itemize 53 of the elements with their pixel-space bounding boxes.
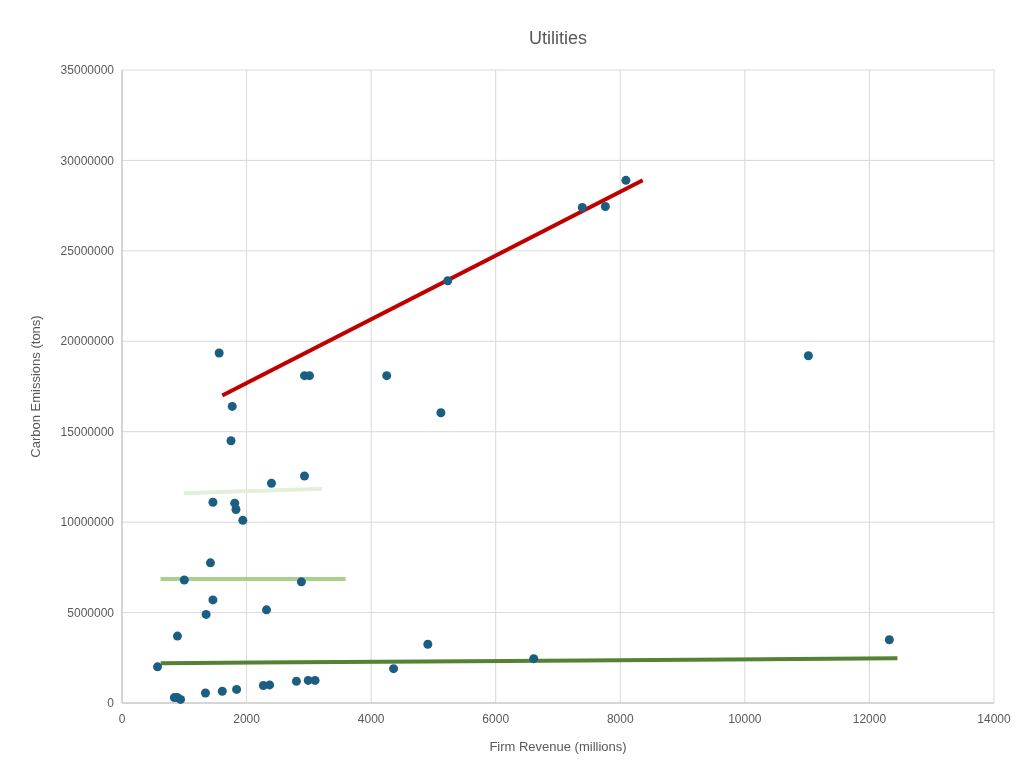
point bbox=[300, 471, 309, 481]
y-tick-label: 15000000 bbox=[60, 424, 115, 439]
point bbox=[621, 175, 631, 185]
x-tick-label: 10000 bbox=[728, 712, 762, 726]
point bbox=[176, 694, 186, 704]
y-tick-label: 30000000 bbox=[60, 153, 115, 168]
x-axis-title: Firm Revenue (millions) bbox=[489, 739, 627, 754]
point bbox=[205, 558, 215, 568]
point bbox=[443, 276, 453, 286]
point bbox=[227, 401, 237, 411]
y-tick-label: 0 bbox=[107, 696, 115, 711]
x-tick-label: 14000 bbox=[977, 712, 1012, 726]
y-tick-label: 35000000 bbox=[60, 63, 115, 78]
point bbox=[382, 371, 392, 381]
point bbox=[179, 575, 189, 585]
point bbox=[208, 497, 218, 507]
point bbox=[600, 202, 610, 212]
y-tick-label: 20000000 bbox=[60, 334, 115, 349]
x-tick-label: 12000 bbox=[852, 712, 887, 726]
chart-title: Utilities bbox=[528, 28, 588, 48]
y-tick-label: 25000000 bbox=[60, 244, 115, 259]
point bbox=[262, 605, 271, 615]
point bbox=[529, 654, 539, 664]
point bbox=[231, 504, 241, 514]
point bbox=[172, 631, 182, 641]
x-tick-label: 4000 bbox=[357, 712, 385, 726]
x-tick-label: 2000 bbox=[233, 712, 261, 726]
point bbox=[310, 675, 320, 685]
x-tick-label: 8000 bbox=[606, 712, 634, 726]
point bbox=[296, 577, 306, 587]
point bbox=[266, 478, 276, 488]
point bbox=[217, 686, 227, 696]
y-tick-label: 5000000 bbox=[67, 605, 115, 620]
point bbox=[803, 351, 813, 361]
point bbox=[201, 609, 211, 619]
point bbox=[153, 662, 162, 672]
x-tick-label: 0 bbox=[118, 712, 126, 726]
point bbox=[208, 595, 218, 605]
point bbox=[226, 436, 236, 446]
point bbox=[232, 684, 242, 694]
point bbox=[214, 348, 224, 358]
x-tick-label: 6000 bbox=[482, 712, 510, 726]
point bbox=[389, 664, 399, 674]
point bbox=[423, 639, 433, 649]
point bbox=[884, 635, 894, 645]
point bbox=[436, 408, 446, 418]
point bbox=[200, 688, 210, 698]
point bbox=[577, 202, 587, 212]
y-axis-title: Carbon Emissions (tons) bbox=[28, 315, 43, 458]
point bbox=[291, 676, 301, 686]
point bbox=[238, 515, 248, 525]
y-tick-label: 10000000 bbox=[60, 515, 115, 530]
point bbox=[265, 680, 275, 690]
